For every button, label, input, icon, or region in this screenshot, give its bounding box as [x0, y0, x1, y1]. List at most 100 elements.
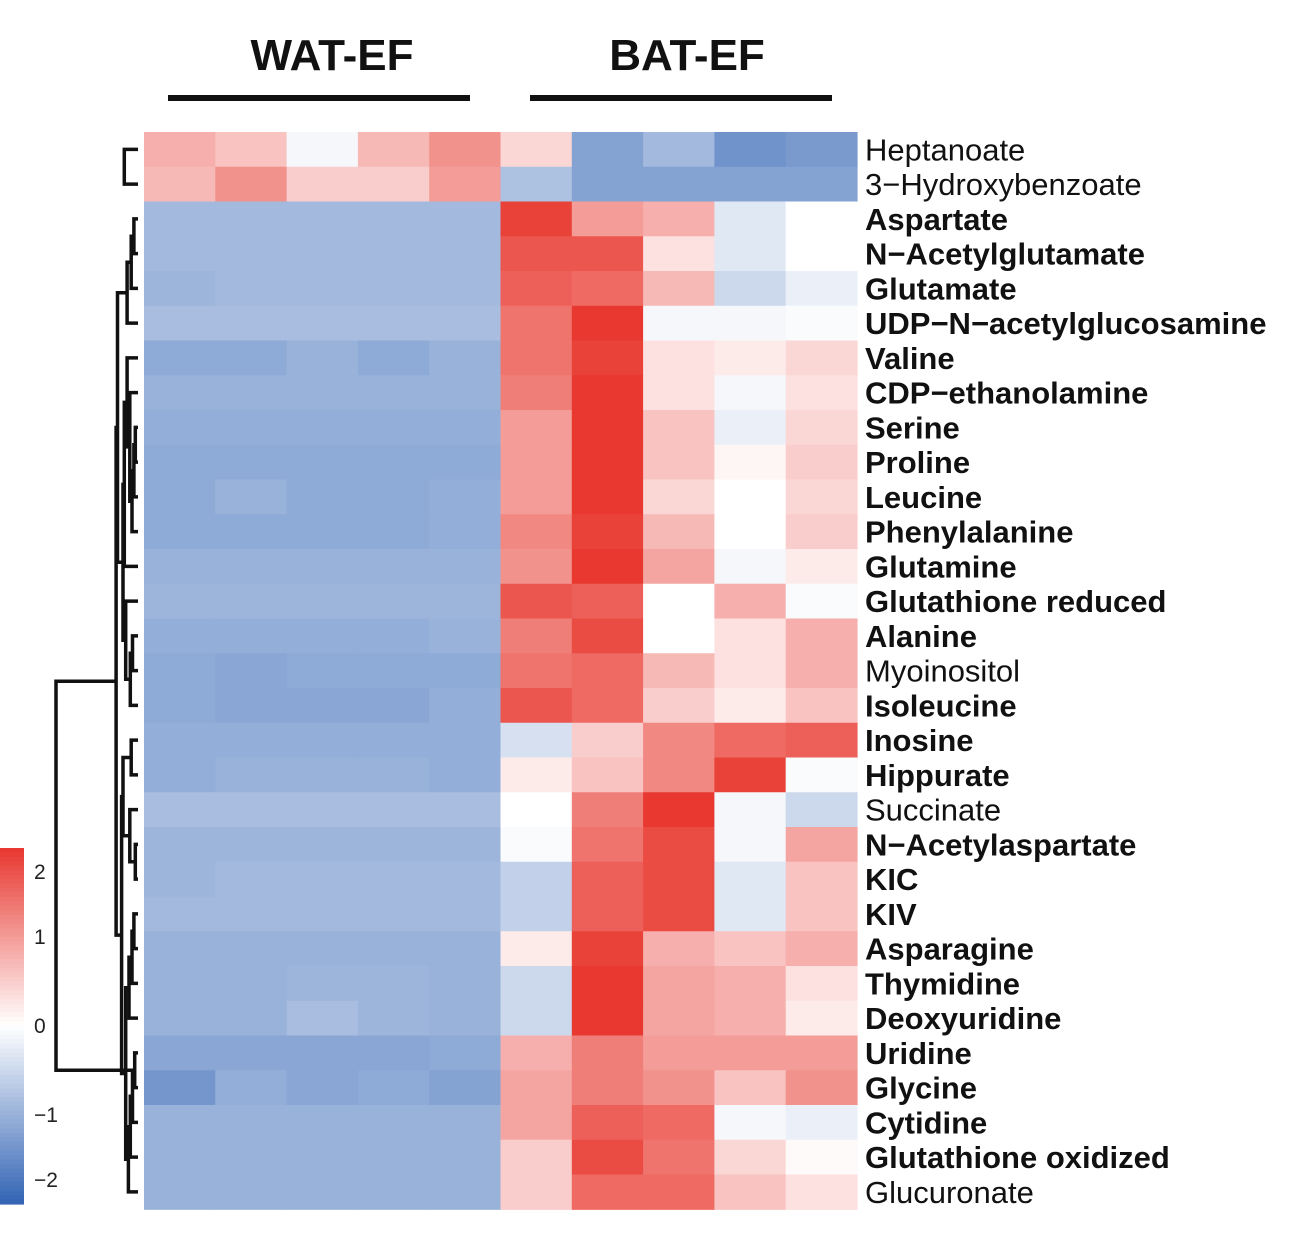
heatmap-cell [643, 166, 715, 203]
row-label: Glutathione reduced [865, 584, 1166, 619]
heatmap-cell [429, 653, 502, 689]
heatmap-cell [500, 1174, 573, 1210]
heatmap-cell [643, 375, 715, 411]
dendrogram-branch [126, 1124, 138, 1194]
heatmap-cell [357, 688, 430, 724]
heatmap-cell [643, 132, 715, 168]
heatmap-cell [714, 757, 787, 793]
heatmap-cell [215, 1174, 288, 1210]
legend-gradient-step [0, 1066, 24, 1072]
legend-gradient-step [0, 990, 24, 996]
heatmap-cell [500, 1139, 573, 1176]
legend-gradient-step [0, 1074, 24, 1080]
heatmap-cell [215, 410, 288, 446]
group-title-wat-ef: WAT-EF [251, 31, 414, 80]
heatmap-cell [215, 305, 288, 342]
legend-gradient-step [0, 1088, 24, 1094]
heatmap-cell [286, 792, 359, 828]
legend-gradient-step [0, 1017, 24, 1023]
heatmap-cell [714, 827, 787, 863]
legend-gradient-step [0, 1190, 24, 1196]
heatmap-cell [714, 653, 787, 689]
legend-gradient-step [0, 914, 24, 920]
heatmap-cell [571, 1035, 644, 1071]
heatmap-cell [714, 479, 787, 515]
legend-gradient-step [0, 1070, 24, 1076]
heatmap-cell [571, 931, 644, 967]
legend-gradient-step [0, 1128, 24, 1134]
legend-gradient-step [0, 1186, 24, 1192]
heatmap-cell [144, 966, 216, 1002]
heatmap-cell [357, 375, 430, 411]
legend-gradient-step [0, 1163, 24, 1169]
heatmap-cell [643, 861, 715, 898]
heatmap-cell [286, 236, 359, 272]
heatmap-cell [144, 688, 216, 724]
row-dendrogram [54, 147, 138, 1194]
legend-gradient-step [0, 905, 24, 911]
heatmap-cell [286, 166, 359, 203]
heatmap-cell [429, 861, 502, 898]
heatmap-cell [215, 201, 288, 237]
row-label: KIV [865, 897, 917, 932]
heatmap-cell [643, 896, 715, 932]
heatmap-cell [500, 1000, 573, 1037]
heatmap-cell [785, 583, 858, 620]
heatmap-cell [643, 722, 715, 759]
heatmap-cell [785, 861, 858, 898]
legend-gradient-step [0, 1137, 24, 1143]
heatmap-cell [643, 1139, 715, 1176]
heatmap-cell [144, 618, 216, 654]
legend-gradient-step [0, 1146, 24, 1152]
heatmap-cell [785, 236, 858, 272]
heatmap-cell [785, 688, 858, 724]
legend-gradient-step [0, 1052, 24, 1058]
row-label: Valine [865, 341, 955, 376]
row-label: KIC [865, 862, 918, 897]
dendrogram-branch [133, 425, 138, 464]
heatmap-cell [286, 1139, 359, 1176]
legend-gradient-step [0, 981, 24, 987]
heatmap-cell [429, 1105, 502, 1141]
heatmap-cell [357, 757, 430, 793]
heatmap-cell [571, 618, 644, 654]
heatmap-cell [357, 236, 430, 272]
heatmap-cell [500, 966, 573, 1002]
heatmap-cell [215, 375, 288, 411]
heatmap-cell [144, 166, 216, 203]
legend-gradient-step [0, 1141, 24, 1147]
legend-gradient-step [0, 1079, 24, 1085]
heatmap-cell [215, 132, 288, 168]
row-label: Asparagine [865, 932, 1034, 967]
heatmap-cell [785, 966, 858, 1002]
heatmap-cell [785, 1105, 858, 1141]
heatmap-cell [785, 931, 858, 967]
legend-gradient-step [0, 879, 24, 885]
heatmap-cell [643, 653, 715, 689]
heatmap-cell [215, 827, 288, 863]
heatmap-cell [144, 757, 216, 793]
legend-gradient-step [0, 985, 24, 991]
heatmap-cell [286, 340, 359, 376]
heatmap-cell [714, 410, 787, 446]
heatmap-cell [500, 792, 573, 828]
heatmap-cell [429, 966, 502, 1002]
heatmap-cell [429, 1035, 502, 1071]
heatmap-cell [643, 549, 715, 585]
heatmap-cell [714, 896, 787, 932]
heatmap-cell [643, 236, 715, 272]
heatmap-cell [215, 966, 288, 1002]
heatmap-cell [357, 444, 430, 481]
heatmap-cell [429, 514, 502, 550]
heatmap-cell [643, 688, 715, 724]
heatmap-cell [357, 722, 430, 759]
heatmap-cell [571, 1139, 644, 1176]
row-label: Glycine [865, 1071, 977, 1106]
heatmap-cell [643, 1174, 715, 1210]
legend-gradient-step [0, 1101, 24, 1107]
heatmap-cell [571, 479, 644, 515]
heatmap-cell [357, 1174, 430, 1210]
legend-gradient-step [0, 959, 24, 965]
heatmap-cell [500, 688, 573, 724]
heatmap-cell [215, 236, 288, 272]
